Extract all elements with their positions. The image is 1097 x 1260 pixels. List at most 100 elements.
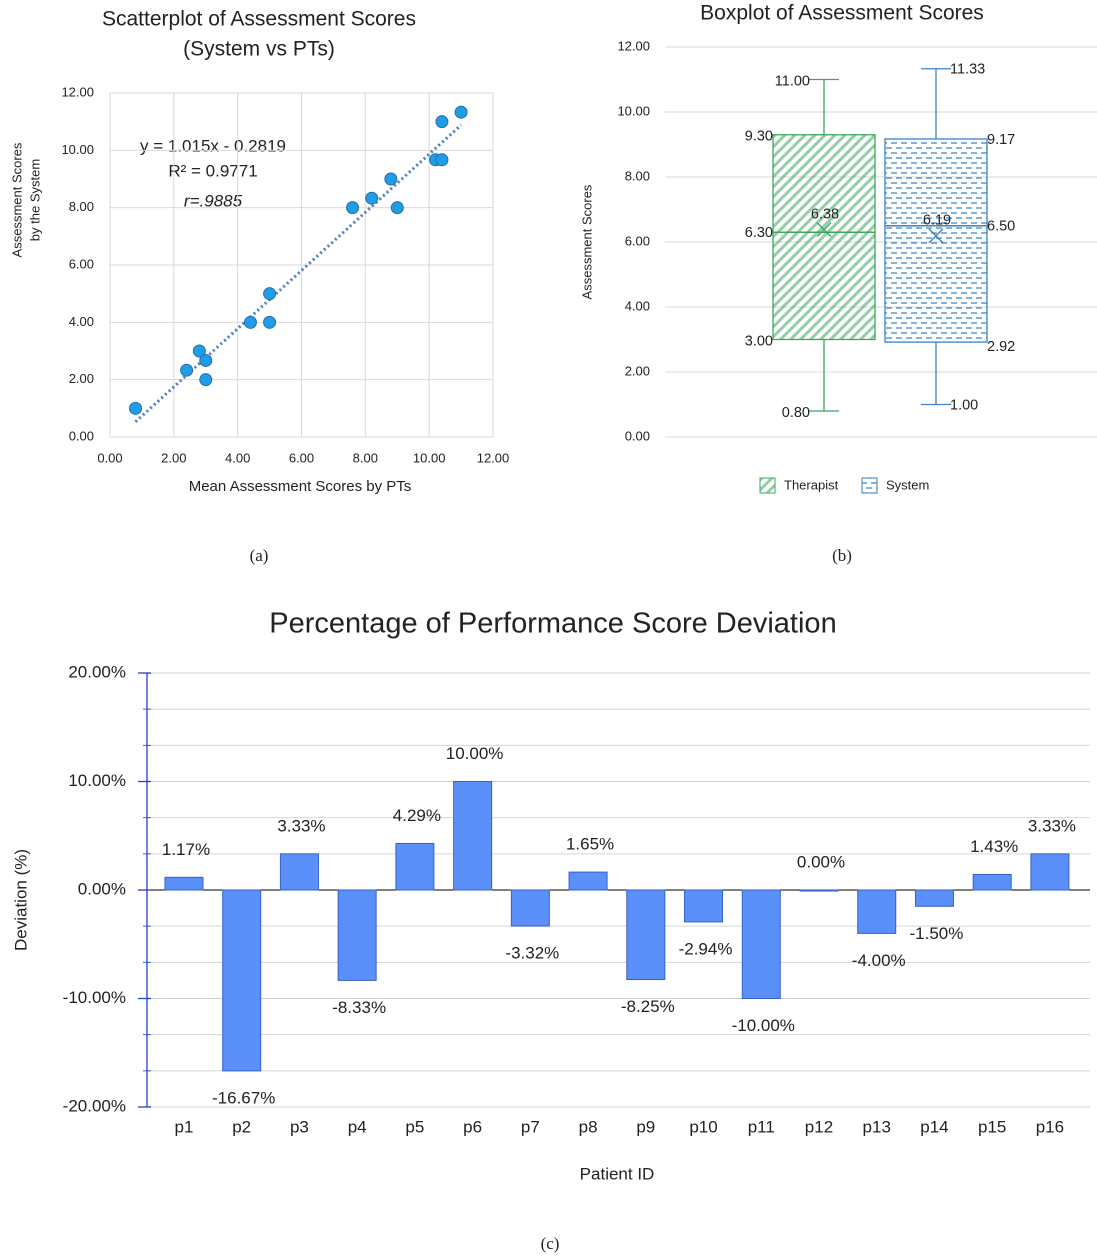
y-tick-label: -10.00% [63, 988, 126, 1007]
y-tick-label: 10.00 [617, 103, 650, 118]
bar [568, 871, 608, 891]
point [199, 373, 213, 387]
x-tick-label: p15 [978, 1117, 1006, 1136]
y-tick-label: 0.00% [78, 879, 126, 898]
chart-subtitle: (System vs PTs) [183, 38, 335, 61]
bar [741, 889, 781, 999]
value-label: 10.00% [446, 744, 504, 763]
x-tick-label: p7 [521, 1117, 540, 1136]
x-tick-label: p6 [463, 1117, 482, 1136]
y-tick-label: 2.00 [625, 363, 650, 378]
x-tick-label: p9 [636, 1117, 655, 1136]
point [243, 315, 257, 329]
chart-title: Boxplot of Assessment Scores [700, 2, 984, 25]
x-tick-label: 2.00 [161, 450, 186, 465]
y-tick-label: 4.00 [69, 314, 94, 329]
caption: (c) [541, 1234, 560, 1253]
y-tick-label: 20.00% [68, 662, 126, 681]
x-tick-label: p5 [405, 1117, 424, 1136]
legend-label: System [886, 477, 929, 492]
point [365, 191, 379, 205]
y-tick-label: 8.00 [625, 168, 650, 183]
value-label: 0.00% [797, 852, 845, 871]
stat-label: 9.30 [745, 129, 773, 145]
bar [857, 889, 897, 934]
point [129, 401, 143, 415]
value-label: 1.43% [970, 837, 1018, 856]
annotation: r=.9885 [184, 191, 243, 210]
point [384, 172, 398, 186]
stat-label: 3.00 [745, 333, 773, 349]
legend-swatch [861, 477, 878, 494]
bar [395, 842, 435, 891]
point [199, 353, 213, 367]
point [435, 115, 449, 129]
chart-title: Percentage of Performance Score Deviatio… [269, 608, 836, 640]
x-tick-label: p8 [579, 1117, 598, 1136]
y-tick-label: 6.00 [69, 256, 94, 271]
x-tick-label: 12.00 [477, 450, 510, 465]
legend-label: Therapist [784, 477, 839, 492]
value-label: -4.00% [852, 951, 906, 970]
stat-label: 11.33 [950, 62, 985, 78]
y-tick-label: 2.00 [69, 371, 94, 386]
x-axis-label: Patient ID [580, 1164, 655, 1183]
point [454, 105, 468, 119]
value-label: -8.25% [621, 997, 675, 1016]
x-tick-label: p13 [863, 1117, 891, 1136]
trendline [134, 123, 463, 423]
value-label: -8.33% [332, 998, 386, 1017]
stat-label: 6.38 [811, 206, 839, 222]
point [180, 363, 194, 377]
y-axis-label: Deviation (%) [11, 849, 30, 951]
y-tick-label: 0.00 [625, 428, 650, 443]
x-tick-label: p11 [748, 1117, 775, 1136]
value-label: 3.33% [1028, 816, 1076, 835]
value-label: 1.65% [566, 835, 614, 854]
y-axis-label: Assessment Scores [9, 142, 24, 257]
point [192, 344, 206, 358]
x-tick-label: 0.00 [97, 450, 122, 465]
x-tick-label: p1 [175, 1117, 194, 1136]
value-label: -16.67% [212, 1088, 275, 1107]
x-tick-label: p14 [920, 1117, 948, 1136]
x-tick-label: p12 [805, 1117, 833, 1136]
x-tick-label: p16 [1036, 1117, 1064, 1136]
x-tick-label: 6.00 [289, 450, 314, 465]
y-tick-label: 0.00 [69, 428, 94, 443]
box [884, 138, 988, 343]
stat-label: 6.50 [987, 219, 1015, 235]
bar [222, 889, 262, 1072]
value-label: 3.33% [277, 816, 325, 835]
bar [279, 853, 319, 891]
stat-label: 6.30 [745, 225, 773, 241]
box [772, 134, 876, 341]
y-tick-label: 4.00 [625, 298, 650, 313]
annotation: R² = 0.9771 [168, 161, 257, 180]
mean-marker [928, 228, 944, 244]
x-tick-label: p3 [290, 1117, 309, 1136]
value-label: -2.94% [679, 939, 733, 958]
x-tick-label: p4 [348, 1117, 367, 1136]
bar [972, 873, 1012, 891]
value-label: -3.32% [505, 944, 559, 963]
stat-label: 2.92 [987, 339, 1015, 355]
x-tick-label: p10 [689, 1117, 717, 1136]
value-label: -10.00% [732, 1016, 795, 1035]
stat-label: 0.80 [782, 405, 810, 421]
point [263, 315, 277, 329]
x-tick-label: 10.00 [413, 450, 446, 465]
legend-swatch [759, 477, 776, 494]
y-axis-label: Assessment Scores [579, 184, 594, 299]
stat-label: 6.19 [923, 213, 951, 229]
chart-title: Scatterplot of Assessment Scores [102, 8, 416, 31]
point [263, 287, 277, 301]
y-tick-label: 10.00% [68, 771, 126, 790]
y-tick-label: 10.00 [61, 142, 94, 157]
value-label: 4.29% [393, 806, 441, 825]
bar [337, 889, 377, 981]
mean-marker [816, 222, 832, 238]
value-label: -1.50% [910, 924, 964, 943]
bar [799, 889, 839, 892]
